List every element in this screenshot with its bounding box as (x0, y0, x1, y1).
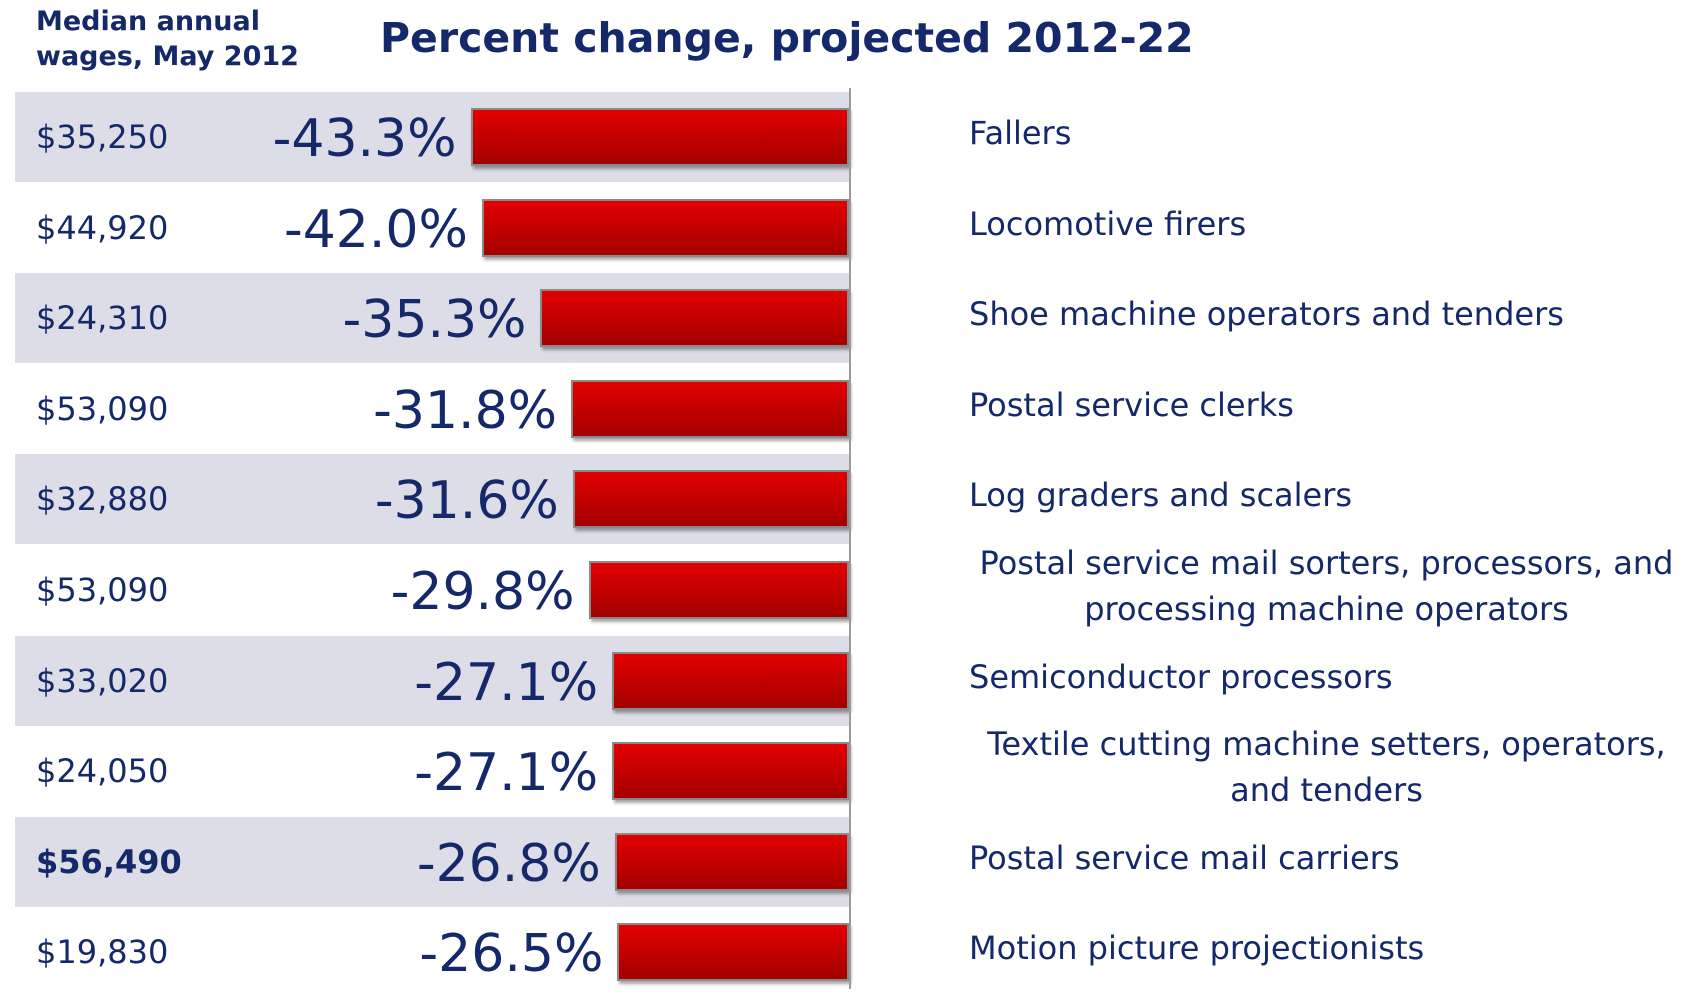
category-cell: Postal service mail sorters, processors,… (969, 541, 1689, 631)
category-label: Fallers (969, 114, 1072, 152)
value-label: -43.3% (272, 109, 457, 169)
bar (614, 832, 849, 891)
category-cell: Shoe machine operators and tenders (969, 269, 1689, 359)
category-cell: Semiconductor processors (969, 632, 1689, 722)
value-label: -26.5% (419, 924, 604, 985)
category-cell: Fallers (969, 88, 1689, 178)
category-label: Shoe machine operators and tenders (969, 295, 1564, 334)
category-cell: Textile cutting machine setters, operato… (969, 722, 1689, 812)
category-label: Textile cutting machine setters, operato… (987, 725, 1666, 810)
wage-label: $53,090 (36, 571, 169, 609)
bar (571, 379, 849, 438)
value-label: -35.3% (342, 290, 527, 351)
wage-label: $53,090 (36, 389, 169, 428)
category-label: Postal service clerks (969, 385, 1294, 424)
wage-label: $33,020 (36, 661, 169, 700)
wage-label: $24,050 (36, 752, 169, 791)
wage-label: $32,880 (36, 480, 169, 519)
category-cell: Motion picture projectionists (969, 903, 1689, 993)
wage-label: $24,310 (36, 299, 169, 338)
bar (612, 651, 849, 710)
wage-header: Median annual wages, May 2012 (36, 6, 299, 72)
bar (572, 470, 849, 529)
category-label: Postal service mail sorters, processors,… (979, 544, 1674, 628)
chart-title: Percent change, projected 2012-22 (380, 14, 1194, 62)
category-cell: Log graders and scalers (969, 450, 1689, 540)
bar (617, 923, 849, 982)
category-label: Log graders and scalers (969, 476, 1353, 515)
category-label: Locomotive firers (969, 204, 1247, 243)
category-label: Semiconductor processors (969, 657, 1393, 696)
category-label: Motion picture projectionists (969, 929, 1425, 968)
wage-label: $56,490 (36, 842, 182, 881)
bar (588, 561, 849, 619)
bar (540, 289, 849, 348)
category-cell: Postal service mail carriers (969, 813, 1689, 903)
category-cell: Locomotive firers (969, 179, 1689, 269)
value-label: -27.1% (414, 743, 599, 804)
wage-label: $35,250 (36, 118, 169, 156)
value-label: -42.0% (283, 199, 468, 260)
zero-axis (849, 88, 851, 989)
bar (481, 198, 849, 257)
value-label: -29.8% (390, 562, 575, 622)
value-label: -31.6% (374, 471, 559, 532)
value-label: -27.1% (414, 652, 599, 713)
bar (470, 108, 849, 166)
wage-label: $19,830 (36, 933, 169, 972)
value-label: -31.8% (373, 380, 558, 441)
bar (612, 742, 849, 801)
category-label: Postal service mail carriers (969, 838, 1400, 877)
wage-label: $44,920 (36, 208, 169, 247)
value-label: -26.8% (416, 833, 601, 894)
category-cell: Postal service clerks (969, 360, 1689, 450)
